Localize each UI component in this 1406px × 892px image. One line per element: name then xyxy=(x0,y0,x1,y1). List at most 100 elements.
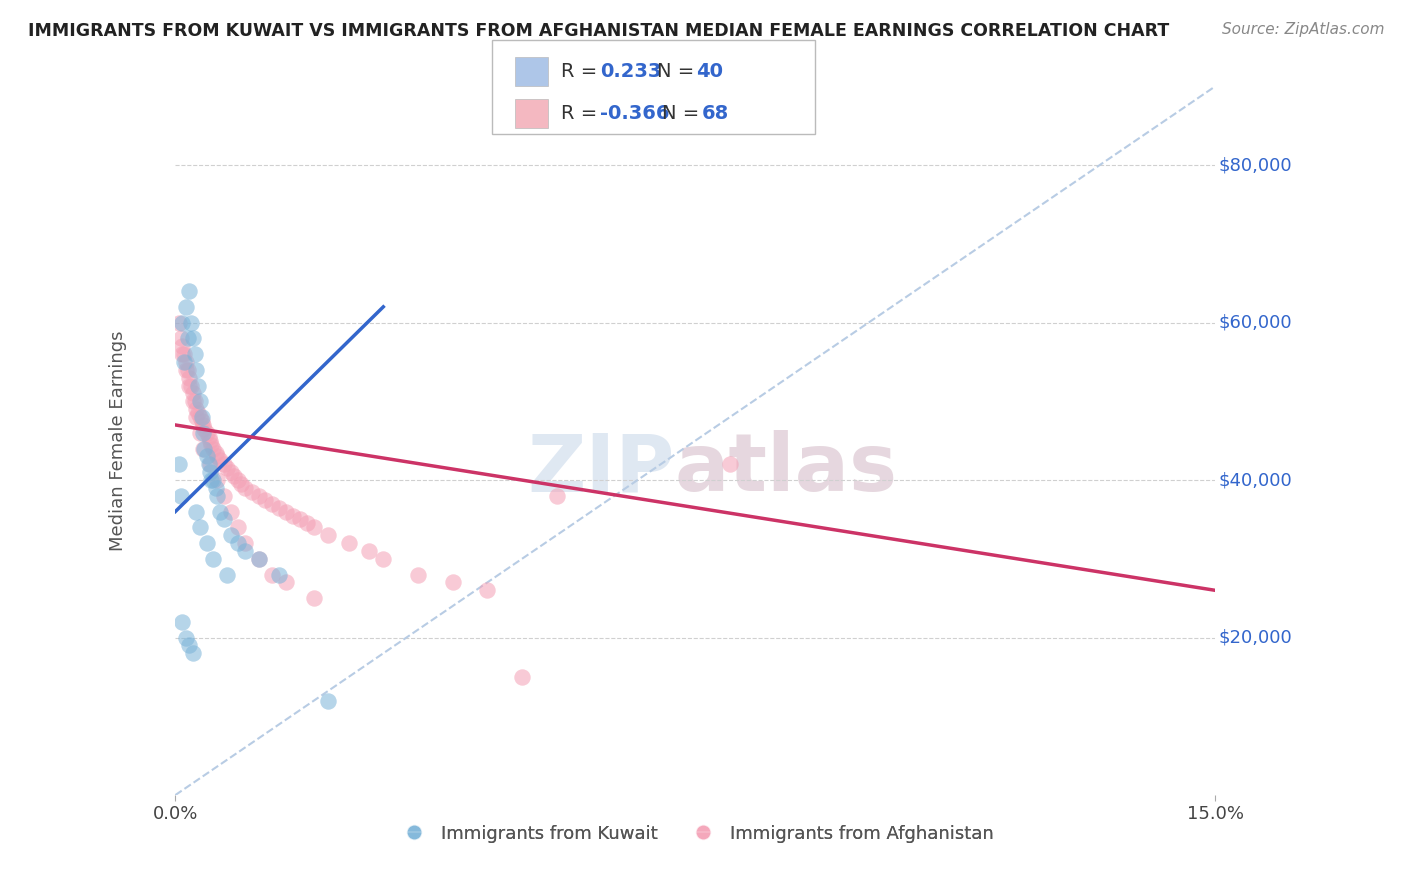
Point xyxy=(167,316,190,330)
Point xyxy=(204,445,226,459)
Point xyxy=(172,339,194,353)
Text: $80,000: $80,000 xyxy=(1219,156,1292,174)
Point xyxy=(219,465,242,479)
Point xyxy=(195,450,218,464)
Point xyxy=(233,544,256,558)
Point xyxy=(181,331,204,345)
Point xyxy=(212,489,235,503)
Point xyxy=(546,489,568,503)
Text: -0.366: -0.366 xyxy=(600,103,669,123)
Point xyxy=(337,536,360,550)
Point xyxy=(205,450,228,464)
Point xyxy=(174,631,197,645)
Point xyxy=(219,505,242,519)
Point xyxy=(217,567,239,582)
Point xyxy=(193,442,215,456)
Point xyxy=(179,370,201,384)
Point xyxy=(173,355,195,369)
Point xyxy=(441,575,464,590)
Text: Median Female Earnings: Median Female Earnings xyxy=(110,330,127,551)
Point xyxy=(269,567,291,582)
Point xyxy=(373,551,395,566)
Point xyxy=(186,406,208,420)
Point xyxy=(188,520,211,534)
Point xyxy=(226,473,249,487)
Point xyxy=(205,489,228,503)
Point xyxy=(198,465,221,479)
Point xyxy=(288,512,311,526)
Point xyxy=(205,473,228,487)
Point xyxy=(212,458,235,472)
Point xyxy=(224,469,246,483)
Point xyxy=(219,528,242,542)
Point xyxy=(231,477,253,491)
Point xyxy=(186,378,208,392)
Point xyxy=(233,481,256,495)
Point xyxy=(202,473,225,487)
Point xyxy=(202,442,225,456)
Text: N =: N = xyxy=(657,62,700,81)
Point xyxy=(276,505,298,519)
Point xyxy=(302,591,325,606)
Point xyxy=(212,512,235,526)
Text: $40,000: $40,000 xyxy=(1219,471,1292,489)
Point xyxy=(195,536,218,550)
Point xyxy=(181,394,204,409)
Point xyxy=(193,422,215,436)
Text: $20,000: $20,000 xyxy=(1219,629,1292,647)
Point xyxy=(269,500,291,515)
Point xyxy=(198,434,221,448)
Point xyxy=(283,508,305,523)
Text: 40: 40 xyxy=(696,62,723,81)
Text: R =: R = xyxy=(561,62,603,81)
Point xyxy=(184,410,207,425)
Point xyxy=(202,551,225,566)
Point xyxy=(226,520,249,534)
Point xyxy=(181,386,204,401)
Point xyxy=(181,646,204,660)
Point xyxy=(190,410,212,425)
Point xyxy=(247,551,270,566)
Point xyxy=(179,639,201,653)
Point xyxy=(200,473,222,487)
Point xyxy=(510,670,533,684)
Point xyxy=(170,331,193,345)
Point xyxy=(197,458,219,472)
Point xyxy=(184,402,207,417)
Point xyxy=(718,458,741,472)
Point xyxy=(233,536,256,550)
Point xyxy=(172,347,194,361)
Point xyxy=(200,437,222,451)
Point xyxy=(262,497,284,511)
Text: 0.233: 0.233 xyxy=(600,62,662,81)
Text: Source: ZipAtlas.com: Source: ZipAtlas.com xyxy=(1222,22,1385,37)
Point xyxy=(184,347,207,361)
Text: IMMIGRANTS FROM KUWAIT VS IMMIGRANTS FROM AFGHANISTAN MEDIAN FEMALE EARNINGS COR: IMMIGRANTS FROM KUWAIT VS IMMIGRANTS FRO… xyxy=(28,22,1170,40)
Text: N =: N = xyxy=(662,103,706,123)
Point xyxy=(174,355,197,369)
Text: 68: 68 xyxy=(702,103,728,123)
Point xyxy=(204,481,226,495)
Point xyxy=(174,300,197,314)
Text: ZIP: ZIP xyxy=(527,430,675,508)
Point xyxy=(197,430,219,444)
Point xyxy=(188,394,211,409)
Point xyxy=(188,410,211,425)
Text: $60,000: $60,000 xyxy=(1219,314,1292,332)
Point xyxy=(180,316,202,330)
Point xyxy=(174,363,197,377)
Point xyxy=(316,528,339,542)
Point xyxy=(195,425,218,440)
Point xyxy=(170,489,193,503)
Point xyxy=(198,458,221,472)
Point xyxy=(209,505,232,519)
Point xyxy=(217,461,239,475)
Point xyxy=(184,363,207,377)
Text: atlas: atlas xyxy=(675,430,897,508)
Point xyxy=(190,414,212,428)
Point xyxy=(247,551,270,566)
Point xyxy=(184,394,207,409)
Point xyxy=(316,693,339,707)
Point xyxy=(226,536,249,550)
Point xyxy=(177,363,200,377)
